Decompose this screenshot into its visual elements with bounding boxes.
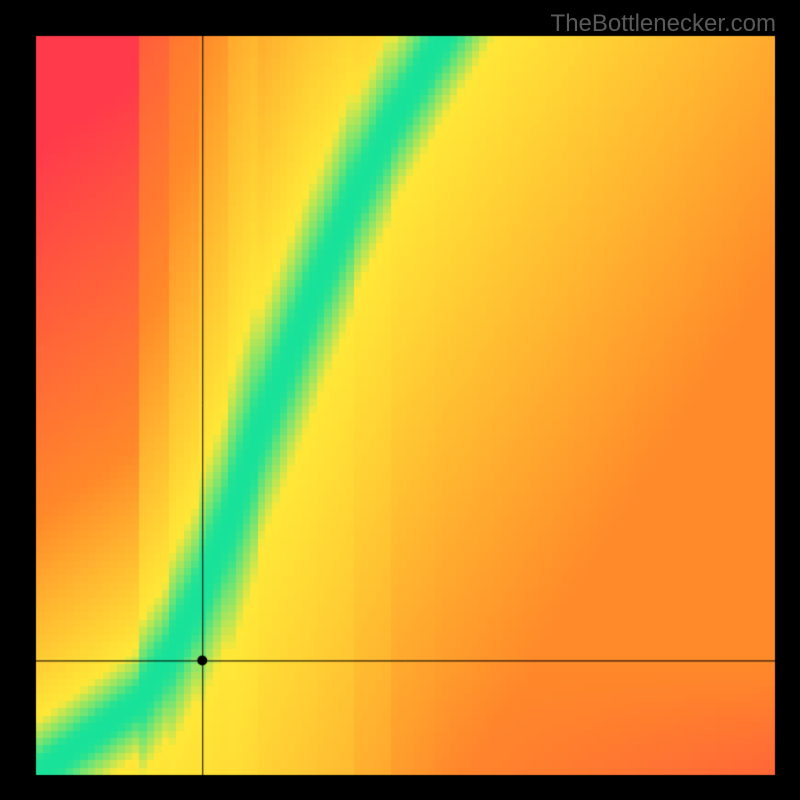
bottleneck-heatmap xyxy=(0,0,800,800)
watermark-text: TheBottlenecker.com xyxy=(551,10,776,38)
chart-container: { "watermark": { "text": "TheBottlenecke… xyxy=(0,0,800,800)
